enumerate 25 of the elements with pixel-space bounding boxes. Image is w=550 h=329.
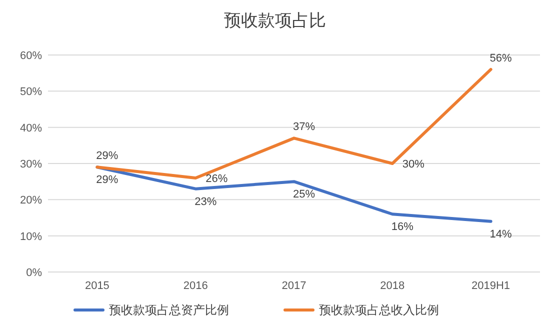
data-label: 29% [96, 174, 118, 186]
x-tick-label: 2019H1 [472, 280, 510, 292]
x-tick-label: 2017 [282, 280, 306, 292]
data-label: 29% [96, 150, 118, 162]
legend-label: 预收款项占总资产比例 [109, 303, 229, 317]
data-label: 56% [490, 52, 512, 64]
data-label: 37% [292, 121, 316, 134]
y-tick-label: 30% [20, 158, 42, 170]
y-tick-label: 50% [20, 86, 42, 98]
data-label: 30% [402, 158, 425, 170]
data-label: 16% [391, 221, 414, 234]
data-label: 26% [206, 172, 228, 185]
x-tick-label: 2016 [183, 280, 208, 292]
y-tick-label: 0% [26, 267, 42, 279]
data-label: 23% [194, 196, 217, 208]
y-tick-label: 40% [20, 122, 42, 134]
chart-title: 预收款项占比 [224, 11, 326, 31]
legend-label: 预收款项占总收入比例 [319, 303, 439, 317]
y-tick-label: 20% [20, 194, 42, 207]
x-tick-label: 2018 [380, 280, 405, 292]
x-tick-label: 2015 [84, 280, 110, 292]
data-label: 14% [490, 228, 512, 240]
data-label: 25% [292, 188, 316, 201]
y-tick-label: 60% [20, 50, 42, 62]
y-tick-label: 10% [20, 230, 42, 243]
